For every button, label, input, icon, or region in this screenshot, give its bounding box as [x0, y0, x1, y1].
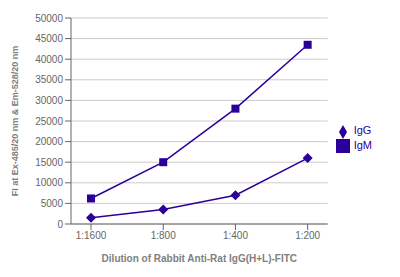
svg-text:15000: 15000 — [35, 157, 63, 168]
svg-text:20000: 20000 — [35, 136, 63, 147]
svg-text:10000: 10000 — [35, 177, 63, 188]
svg-text:1:1600: 1:1600 — [76, 230, 107, 241]
svg-text:FI at Ex-485/20 nm & Em-528/20: FI at Ex-485/20 nm & Em-528/20 nm — [10, 46, 20, 197]
svg-text:30000: 30000 — [35, 95, 63, 106]
svg-text:1:200: 1:200 — [295, 230, 320, 241]
svg-text:1:400: 1:400 — [223, 230, 248, 241]
html-text:IgM: IgM — [353, 138, 372, 151]
html-text:IgG: IgG — [353, 124, 372, 137]
svg-text:1:800: 1:800 — [151, 230, 176, 241]
svg-text:25000: 25000 — [35, 116, 63, 127]
svg-text:Dilution of Rabbit Anti-Rat Ig: Dilution of Rabbit Anti-Rat IgG(H+L)-FIT… — [102, 253, 297, 264]
svg-text:40000: 40000 — [35, 54, 63, 65]
svg-text:5000: 5000 — [41, 198, 64, 209]
svg-text:35000: 35000 — [35, 74, 63, 85]
svg-text:0: 0 — [57, 219, 63, 230]
svg-text:45000: 45000 — [35, 33, 63, 44]
svg-text:50000: 50000 — [35, 13, 63, 24]
